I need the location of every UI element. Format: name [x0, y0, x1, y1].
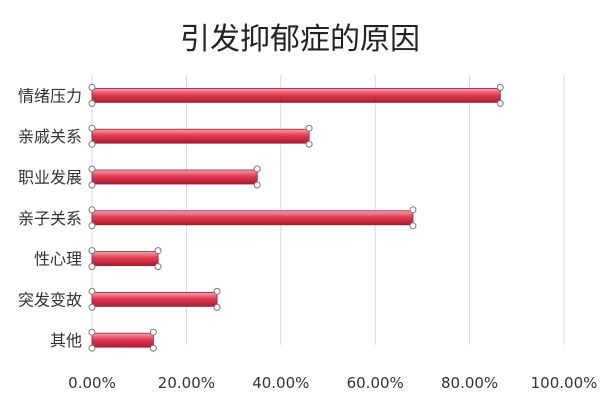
selection-handle	[213, 287, 221, 295]
selection-handle	[154, 247, 162, 255]
bar	[88, 124, 313, 148]
selection-handle	[88, 124, 96, 132]
bar-rect	[91, 169, 258, 185]
selection-handle	[305, 140, 313, 148]
bars	[88, 83, 504, 352]
selection-handle	[149, 344, 157, 352]
selection-handle	[496, 83, 504, 91]
bar	[88, 83, 504, 107]
selection-handle	[409, 206, 417, 214]
x-tick-labels: 0.00% 20.00% 40.00% 60.00% 80.00% 100.00%	[68, 374, 597, 392]
x-tick-label: 60.00%	[347, 374, 404, 392]
category-label: 突发变故	[18, 290, 82, 309]
selection-handle	[253, 165, 261, 173]
category-label: 职业发展	[18, 168, 82, 187]
bar-rect	[91, 128, 310, 144]
selection-handle	[88, 222, 96, 230]
selection-handle	[88, 287, 96, 295]
chart-title: 引发抑郁症的原因	[180, 22, 420, 57]
category-label: 其他	[50, 331, 82, 350]
selection-handle	[88, 181, 96, 189]
selection-handle	[88, 247, 96, 255]
selection-handle	[88, 99, 96, 107]
x-tick-label: 100.00%	[531, 374, 598, 392]
bar	[88, 247, 162, 271]
selection-handle	[88, 263, 96, 271]
bar-rect	[91, 210, 414, 226]
selection-handle	[88, 303, 96, 311]
x-tick-label: 40.00%	[252, 374, 309, 392]
x-tick-label: 20.00%	[158, 374, 215, 392]
selection-handle	[88, 344, 96, 352]
selection-handle	[253, 181, 261, 189]
selection-handle	[149, 328, 157, 336]
category-label: 性心理	[34, 250, 82, 269]
bar	[88, 287, 221, 311]
selection-handle	[88, 165, 96, 173]
selection-handle	[409, 222, 417, 230]
selection-handle	[88, 83, 96, 91]
x-tick-label: 0.00%	[68, 374, 116, 392]
bar-rect	[91, 291, 218, 307]
selection-handle	[88, 328, 96, 336]
x-tick-label: 80.00%	[441, 374, 498, 392]
category-label: 情绪压力	[18, 86, 82, 105]
bar-rect	[91, 251, 159, 267]
bar-rect	[91, 88, 501, 103]
selection-handle	[88, 140, 96, 148]
selection-handle	[496, 99, 504, 107]
bar	[88, 328, 157, 352]
category-label: 亲戚关系	[18, 127, 82, 146]
bar-rect	[91, 332, 154, 348]
category-label: 亲子关系	[18, 209, 82, 228]
bar	[88, 165, 261, 189]
selection-handle	[213, 303, 221, 311]
selection-handle	[88, 206, 96, 214]
selection-handle	[305, 124, 313, 132]
bar	[88, 206, 417, 230]
selection-handle	[154, 263, 162, 271]
grid-lines	[91, 75, 565, 345]
